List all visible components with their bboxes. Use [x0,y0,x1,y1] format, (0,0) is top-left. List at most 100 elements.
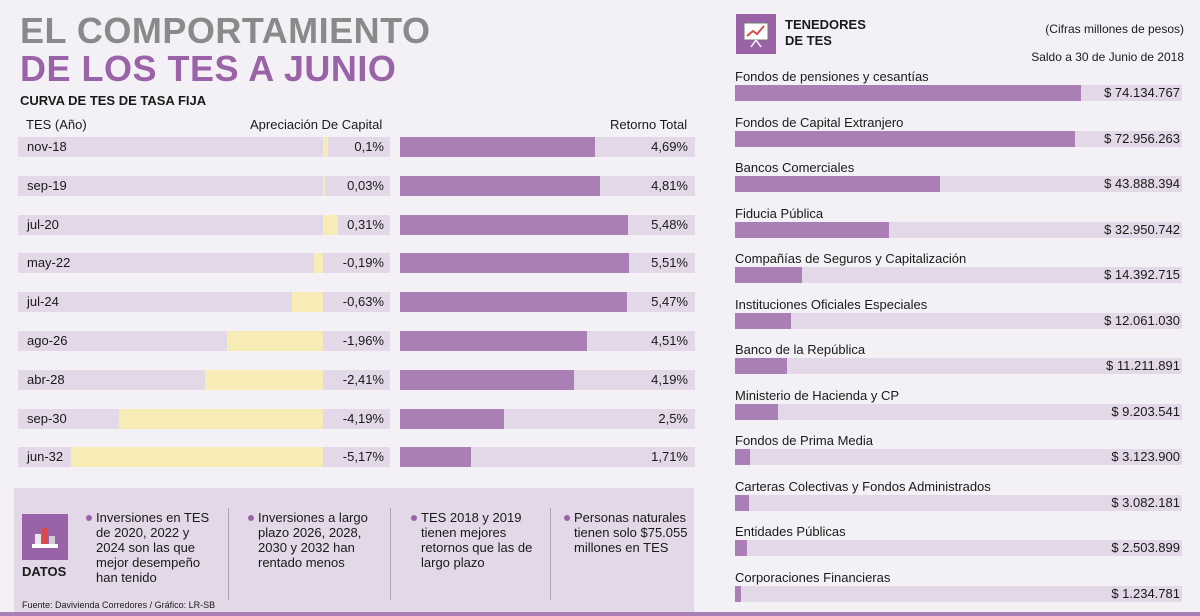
fact-text: Inversiones a largo plazo 2026, 2028, 20… [258,510,368,570]
holder-bar [735,358,788,374]
holder-value: $ 9.203.541 [1111,403,1180,419]
return-bar [400,408,504,429]
fact-item: Inversiones a largo plazo 2026, 2028, 20… [248,510,380,570]
holder-name: Fiducia Pública [735,205,824,221]
left-chart-title: CURVA DE TES DE TASA FIJA [20,93,207,108]
tes-year-label: sep-19 [27,177,67,193]
appreciation-value: -0,19% [342,255,384,271]
holder-name: Compañías de Seguros y Capitalización [735,251,967,266]
return-value: 4,81% [651,177,688,193]
appreciation-bar [323,175,325,196]
holder-bar [735,85,1081,101]
appreciation-value: 0,31% [347,216,384,232]
appreciation-value: -4,19% [342,410,384,426]
fact-item: Inversiones en TES de 2020, 2022 y 2024 … [86,510,221,585]
holders-title: TENEDORES DE TES [785,17,866,49]
appreciation-bar [227,331,323,351]
holder-bar [735,449,750,465]
holder-track [735,358,1182,374]
return-track [400,447,695,468]
appreciation-bar [205,369,323,390]
page-title-line1: EL COMPORTAMIENTO [20,10,431,51]
holder-value: $ 14.392.715 [1104,267,1180,282]
holder-value: $ 3.082.181 [1111,494,1180,510]
holder-track [735,312,1182,329]
appreciation-bar [323,214,339,235]
tes-year-label: sep-30 [27,410,67,426]
holder-track [735,585,1182,602]
return-bar [400,447,472,468]
holder-name: Instituciones Oficiales Especiales [735,296,928,312]
tes-row [18,214,390,235]
tes-year-label: ago-26 [27,333,68,348]
appreciation-value: -5,17% [342,449,384,465]
total-return-header: Retorno Total [610,117,688,132]
holder-bar [735,267,803,283]
holder-name: Carteras Colectivas y Fondos Administrad… [735,478,991,494]
holder-bar [735,130,1076,147]
return-value: 4,69% [651,139,688,154]
appreciation-bar [313,253,323,274]
fact-text: Personas naturales tienen solo $75.055 m… [574,510,688,555]
appreciation-value: -0,63% [342,294,384,310]
appreciation-value: -2,41% [342,371,384,387]
holder-name: Corporaciones Financieras [735,569,891,585]
return-bar [400,369,575,390]
return-value: 2,5% [658,410,688,426]
appreciation-bar [292,292,323,313]
divider [228,508,229,600]
fact-item: Personas naturales tienen solo $75.055 m… [564,510,689,555]
holder-value: $ 43.888.394 [1104,176,1180,191]
return-bar [400,214,628,235]
holder-bar [735,540,747,556]
return-value: 4,51% [651,333,688,348]
tes-year-label: jul-24 [27,294,59,310]
return-bar [400,331,588,351]
holder-name: Ministerio de Hacienda y CP [735,387,900,403]
holder-name: Fondos de Capital Extranjero [735,114,904,130]
holder-name: Bancos Comerciales [735,160,855,175]
holder-value: $ 32.950.742 [1104,221,1180,237]
datos-label: DATOS [22,564,67,579]
holder-bar [735,403,778,420]
return-value: 4,19% [651,371,688,387]
return-bar [400,137,595,157]
bullet-icon [86,515,92,521]
return-value: 5,48% [651,216,688,232]
tes-row [18,175,390,196]
source-note: Fuente: Davivienda Corredores / Gráfico:… [22,600,216,610]
holder-value: $ 12.061.030 [1104,312,1180,328]
tes-year-label: may-22 [27,255,71,271]
holder-track [735,267,1182,283]
bullet-icon [248,515,254,521]
holder-track [735,540,1182,556]
return-value: 5,47% [651,294,688,310]
bullet-icon [411,515,417,521]
tes-year-label: abr-28 [27,371,65,387]
tes-year-header: TES (Año) [26,117,87,132]
appreciation-value: -1,96% [342,333,384,348]
return-value: 1,71% [651,449,688,465]
holder-value: $ 74.134.767 [1104,85,1180,100]
fact-item: TES 2018 y 2019 tienen mejores retornos … [411,510,541,570]
fact-text: Inversiones en TES de 2020, 2022 y 2024 … [96,510,210,585]
return-bar [400,292,628,313]
holder-bar [735,494,750,511]
return-bar [400,253,629,274]
holder-value: $ 2.503.899 [1111,540,1180,555]
datos-panel [14,488,694,612]
tes-row [18,137,390,157]
holder-value: $ 3.123.900 [1111,449,1180,464]
holder-value: $ 11.211.891 [1106,358,1180,373]
holder-bar [735,312,792,329]
bottom-strip [0,612,1200,616]
holder-name: Fondos de pensiones y cesantías [735,69,929,84]
holder-track [735,494,1182,511]
appreciation-bar [118,408,323,429]
bullet-icon [564,515,570,521]
return-value: 5,51% [651,255,688,271]
tes-row [18,253,390,274]
appreciation-bar [323,137,328,157]
tes-year-label: jun-32 [27,449,64,465]
divider [550,508,551,600]
